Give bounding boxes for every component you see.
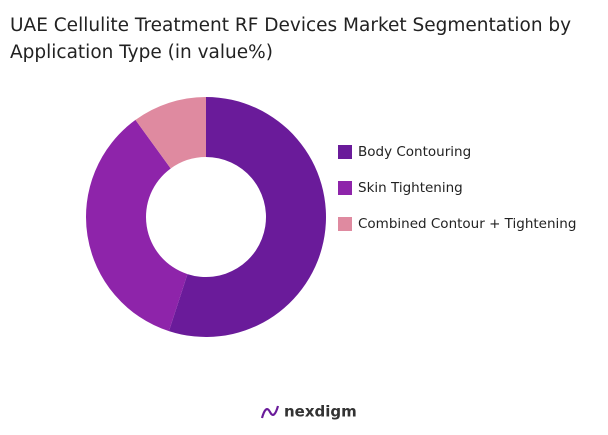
chart-title: UAE Cellulite Treatment RF Devices Marke…: [10, 15, 572, 63]
legend-swatch: [338, 181, 352, 195]
legend-swatch: [338, 217, 352, 231]
donut-slice: [135, 97, 206, 169]
donut-slice: [86, 119, 188, 332]
logo-text: nexdigm: [284, 403, 357, 421]
logo: nexdigm: [260, 403, 357, 421]
legend-label: Body Contouring: [358, 144, 471, 160]
legend-swatch: [338, 145, 352, 159]
legend-label: Combined Contour + Tightening: [358, 216, 576, 232]
legend-label: Skin Tightening: [358, 180, 463, 196]
donut-slice: [168, 97, 327, 337]
logo-icon: [260, 405, 280, 419]
